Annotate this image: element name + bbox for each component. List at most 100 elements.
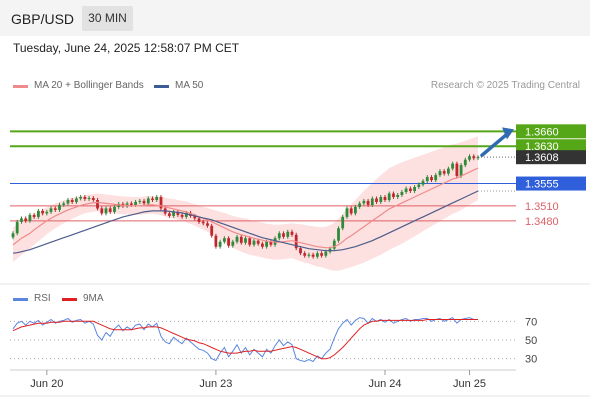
candle (87, 195, 91, 201)
candle (172, 209, 175, 218)
time-tick-label: Jun 24 (368, 378, 401, 390)
candle (447, 166, 450, 176)
candle (15, 219, 19, 236)
forecast-arrow-shaft (480, 131, 510, 157)
candle (354, 204, 357, 216)
ma20-line (12, 167, 479, 249)
candle-body (434, 175, 438, 181)
candle-body (130, 203, 133, 205)
candle (476, 155, 480, 161)
legend-ma50-label: MA 50 (175, 80, 204, 91)
candle-body (463, 159, 467, 166)
candle (349, 206, 353, 216)
candle-body (180, 214, 184, 217)
candle-body (66, 200, 70, 204)
candle-body (468, 156, 471, 160)
price-label-box (516, 139, 586, 154)
candle (311, 252, 315, 259)
candle (223, 236, 226, 244)
candle (472, 154, 476, 161)
candle (425, 175, 429, 184)
candle-body (400, 192, 404, 195)
candle (83, 194, 87, 201)
candle-body (366, 200, 370, 205)
candle (409, 186, 412, 193)
candle (252, 238, 256, 247)
candle-body (370, 198, 374, 205)
candle (404, 186, 408, 194)
candle-body (332, 240, 336, 249)
candle (451, 161, 454, 171)
candle (45, 209, 49, 216)
price-label-1.3510: 1.3510 (525, 201, 559, 213)
price-label-1.3555: 1.3555 (516, 176, 586, 191)
candle (375, 196, 378, 204)
candle (49, 206, 53, 214)
candle-body (438, 171, 442, 176)
candle (180, 212, 184, 219)
candle (104, 206, 108, 216)
price-label-box (516, 176, 586, 191)
candle-body (252, 240, 256, 245)
candle (214, 233, 218, 249)
candle (277, 231, 281, 241)
candle-body (142, 200, 146, 204)
candle-body (290, 231, 294, 235)
candle-body (172, 211, 175, 216)
candle (79, 194, 82, 201)
timeframe-button[interactable]: 30 MIN (82, 6, 133, 31)
candle (362, 198, 366, 206)
candle (155, 194, 159, 202)
candle-body (45, 211, 49, 214)
candle (58, 202, 61, 212)
candle-body (79, 197, 82, 199)
candle (218, 239, 222, 249)
candle-body (62, 203, 66, 205)
candle (32, 212, 36, 219)
candle-body (37, 210, 40, 217)
candle (168, 211, 171, 218)
chart-timestamp: Tuesday, June 24, 2025 12:58:07 PM CET (13, 41, 240, 55)
candle (273, 236, 277, 247)
candle (142, 198, 146, 206)
rsi-ma-line (12, 319, 478, 360)
candle (37, 208, 40, 219)
candle-body (392, 193, 395, 197)
candle-body (138, 200, 142, 202)
candle (379, 194, 383, 204)
price-label-text: 1.3608 (525, 152, 559, 164)
candle-body (155, 197, 159, 200)
candle-body (383, 197, 387, 200)
price-label-box (516, 150, 586, 165)
legend-rsi-swatch (13, 298, 28, 301)
candle-body (227, 238, 230, 246)
candle (307, 252, 311, 258)
candle (421, 179, 425, 187)
candle-body (316, 253, 319, 257)
candle (235, 234, 239, 244)
price-label-text: 1.3510 (525, 201, 559, 213)
candle-body (320, 253, 323, 256)
candle-body (409, 188, 412, 191)
candle-body (337, 228, 340, 241)
candle-body (210, 225, 214, 236)
time-tick-label: Jun 25 (453, 378, 486, 390)
candle-body (168, 213, 171, 216)
candle-body (248, 238, 252, 245)
candle-body (265, 241, 268, 247)
candle (244, 236, 247, 245)
candle-body (282, 233, 285, 237)
candle-body (176, 211, 180, 215)
candle-body (362, 200, 366, 204)
candle-body (32, 214, 36, 217)
candle (146, 196, 150, 206)
candle (286, 229, 290, 239)
candle (438, 169, 442, 178)
candle-body (193, 215, 197, 219)
candle-body (299, 248, 302, 254)
rsi-tick-label-50: 50 (525, 335, 537, 347)
candle-body (24, 218, 28, 221)
grid-layer (0, 283, 590, 397)
research-credit: Research © 2025 Trading Central (430, 80, 580, 91)
candle (316, 251, 319, 259)
